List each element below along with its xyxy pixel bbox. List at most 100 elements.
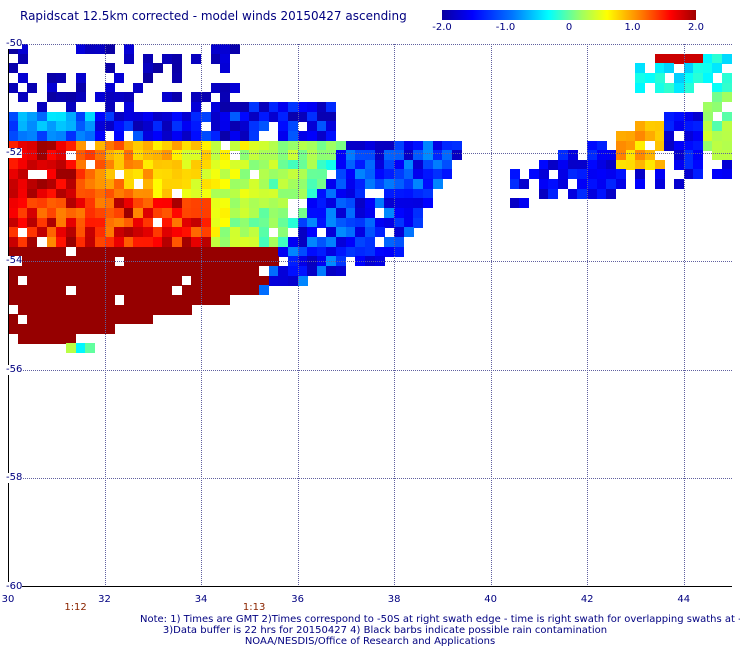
wind-diff-cell [587,159,597,170]
wind-diff-cell [123,208,134,219]
wind-diff-cell [36,159,47,170]
wind-diff-cell [65,333,76,344]
wind-diff-cell [345,159,356,170]
wind-diff-cell [46,130,57,141]
wind-diff-cell [278,217,289,228]
wind-diff-cell [133,208,144,219]
wind-diff-cell [693,121,704,132]
wind-diff-cell [210,44,221,54]
wind-diff-cell [162,237,173,247]
wind-diff-cell [326,208,337,219]
wind-diff-cell [558,169,569,180]
wind-diff-cell [287,188,298,199]
wind-diff-cell [75,198,86,209]
wind-diff-cell [201,208,211,219]
wind-diff-cell [229,275,240,286]
wind-diff-cell [75,217,86,228]
wind-diff-cell [162,111,173,122]
wind-diff-cell [384,246,395,257]
wind-diff-cell [345,217,356,228]
wind-diff-cell [384,140,395,151]
wind-diff-cell [201,179,211,190]
wind-diff-cell [46,246,57,257]
wind-diff-cell [65,140,76,151]
wind-diff-cell [336,217,347,228]
wind-diff-cell [56,169,67,180]
wind-diff-cell [722,92,732,103]
wind-diff-cell [442,150,453,161]
wind-diff-cell [75,323,86,334]
wind-diff-cell [85,237,96,247]
wind-diff-cell [143,63,154,74]
wind-diff-cell [374,246,385,257]
wind-diff-cell [56,72,67,83]
wind-diff-cell [94,150,105,161]
wind-diff-cell [268,111,279,122]
wind-diff-cell [191,140,202,151]
wind-diff-cell [27,285,38,296]
wind-diff-cell [413,150,424,161]
wind-diff-cell [722,159,732,170]
wind-diff-cell [355,208,366,219]
wind-diff-cell [722,82,732,93]
wind-diff-cell [374,159,385,170]
wind-diff-cell [239,265,250,276]
wind-diff-cell [365,217,376,228]
wind-diff-cell [133,111,144,122]
wind-diff-cell [65,265,76,276]
wind-diff-cell [85,304,96,315]
wind-diff-cell [210,217,221,228]
wind-diff-cell [172,198,183,209]
wind-diff-cell [104,237,115,247]
wind-diff-cell [162,304,173,315]
wind-diff-cell [673,179,684,190]
wind-diff-cell [258,140,269,151]
wind-diff-cell [133,82,144,93]
wind-diff-cell [249,179,260,190]
wind-diff-cell [355,188,366,199]
wind-diff-cell [201,246,211,257]
wind-diff-cell [36,179,47,190]
wind-diff-cell [191,188,202,199]
wind-diff-cell [220,237,231,247]
wind-diff-cell [27,304,38,315]
wind-diff-cell [65,323,76,334]
wind-diff-cell [384,179,395,190]
grid-line-lon [683,44,685,587]
wind-diff-cell [85,343,96,354]
wind-diff-cell [567,188,578,199]
wind-diff-cell [249,227,260,238]
wind-diff-cell [297,237,308,247]
wind-diff-cell [220,275,231,286]
wind-diff-cell [162,208,173,219]
wind-diff-cell [722,169,732,180]
wind-diff-cell [123,179,134,190]
wind-diff-cell [316,179,327,190]
wind-diff-cell [8,121,18,132]
wind-diff-cell [316,246,327,257]
wind-diff-cell [17,304,28,315]
wind-diff-cell [239,159,250,170]
wind-diff-cell [56,121,67,132]
wind-diff-cell [664,53,675,64]
wind-diff-cell [210,208,221,219]
wind-diff-cell [258,111,269,122]
wind-diff-cell [258,121,269,132]
wind-diff-cell [258,101,269,112]
wind-diff-cell [664,121,675,132]
wind-diff-cell [104,314,115,325]
wind-diff-cell [27,237,38,247]
wind-diff-cell [36,285,47,296]
wind-diff-cell [17,159,28,170]
wind-diff-cell [104,198,115,209]
wind-diff-cell [143,130,154,141]
wind-diff-cell [210,265,221,276]
wind-diff-cell [722,130,732,141]
wind-diff-cell [94,130,105,141]
wind-diff-cell [201,294,211,305]
grid-line-lon [490,44,492,587]
wind-diff-cell [210,179,221,190]
wind-diff-cell [625,130,636,141]
wind-diff-cell [519,198,530,209]
wind-diff-cell [693,150,704,161]
